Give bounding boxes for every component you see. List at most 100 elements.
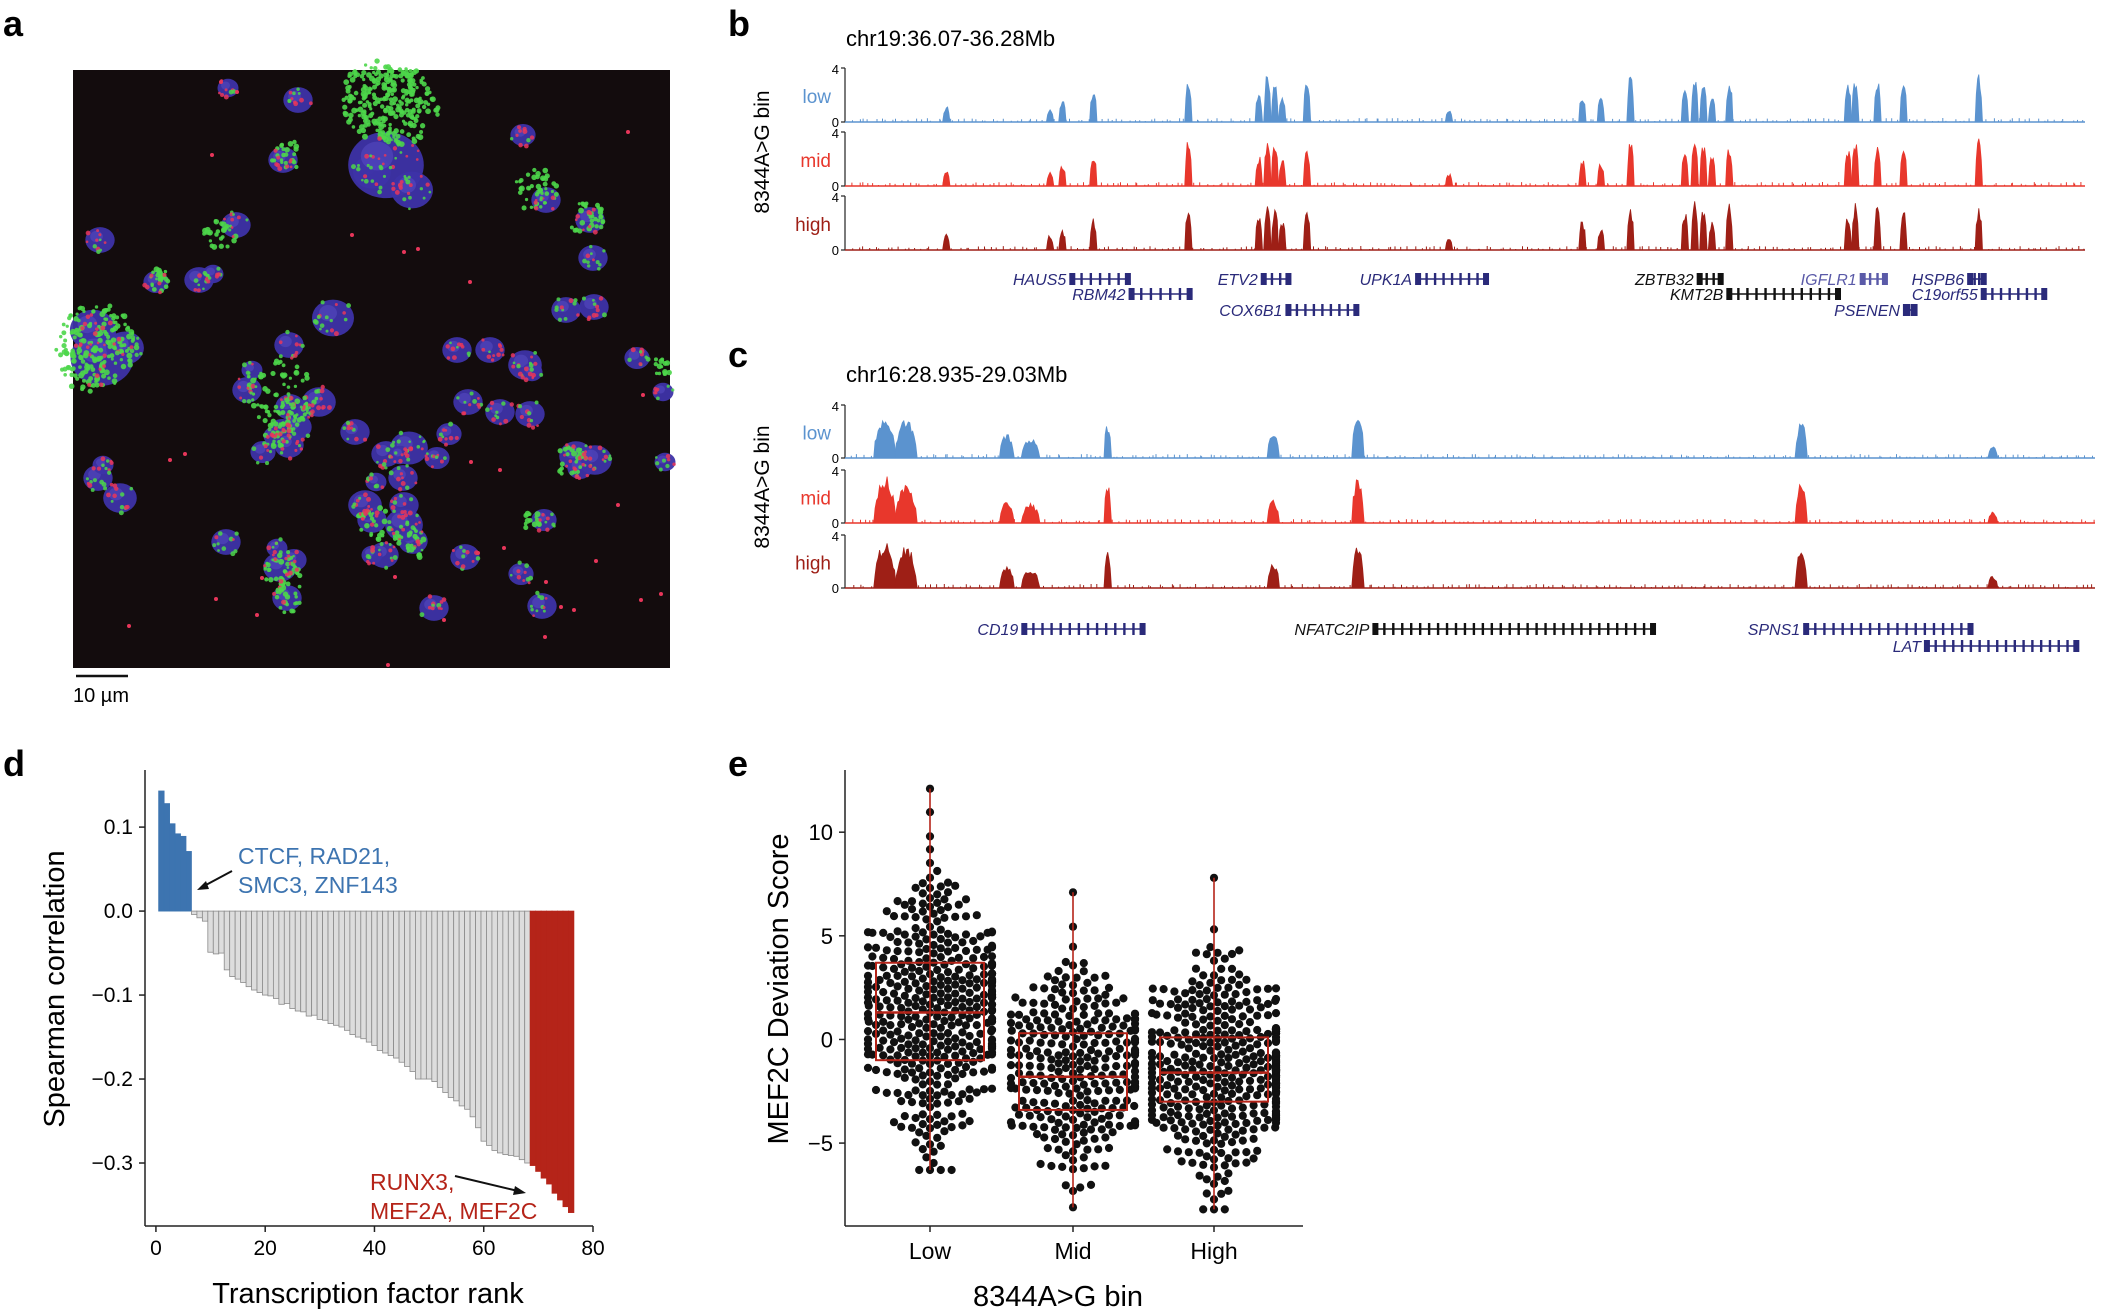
gene-exon bbox=[1077, 623, 1081, 635]
puncta-spot bbox=[223, 94, 229, 100]
data-point bbox=[911, 994, 920, 1003]
puncta-spot bbox=[275, 410, 279, 414]
puncta-spot bbox=[78, 342, 83, 347]
data-point bbox=[907, 897, 917, 906]
gene-exon bbox=[1773, 288, 1776, 300]
bar-rank-60 bbox=[480, 910, 487, 1142]
data-point bbox=[1072, 1140, 1081, 1149]
green-spot bbox=[349, 76, 356, 83]
green-spot bbox=[393, 73, 399, 79]
data-point bbox=[1227, 1104, 1237, 1113]
puncta-spot bbox=[280, 398, 283, 402]
green-spot bbox=[531, 174, 537, 181]
puncta-spot bbox=[401, 527, 406, 532]
puncta-spot bbox=[589, 252, 593, 256]
data-point bbox=[897, 1122, 906, 1131]
bar-rank-2 bbox=[163, 803, 170, 912]
green-spot bbox=[78, 365, 82, 369]
annotation-negative-line-2: MEF2A, MEF2C bbox=[370, 1198, 537, 1224]
puncta-spot bbox=[401, 476, 404, 480]
puncta-spot bbox=[89, 343, 93, 346]
bar-rank-56 bbox=[458, 910, 466, 1107]
bar-rank-25 bbox=[289, 910, 296, 1009]
puncta-spot bbox=[305, 407, 309, 412]
puncta-spot bbox=[414, 522, 418, 526]
green-spot bbox=[76, 318, 81, 323]
data-point bbox=[943, 938, 953, 947]
data-point bbox=[933, 1071, 942, 1080]
gene-exon bbox=[1108, 273, 1111, 285]
puncta-spot bbox=[278, 431, 283, 437]
puncta-spot bbox=[509, 573, 513, 577]
track-peak bbox=[1103, 426, 1112, 459]
gene-exon bbox=[1128, 288, 1135, 300]
bar-rank-14 bbox=[229, 910, 236, 977]
puncta-spot bbox=[370, 545, 376, 551]
puncta-spot bbox=[370, 179, 375, 183]
data-point bbox=[987, 969, 997, 978]
puncta-spot bbox=[96, 466, 102, 471]
green-spot bbox=[553, 191, 559, 197]
track-ymax-mid: 4 bbox=[832, 126, 839, 141]
puncta-spot bbox=[358, 496, 362, 500]
puncta-spot bbox=[499, 347, 504, 352]
gene-model: HAUS5 bbox=[1013, 272, 1131, 289]
data-point bbox=[1058, 988, 1067, 997]
green-spot bbox=[579, 220, 586, 226]
bar-rank-62 bbox=[491, 910, 498, 1151]
data-point bbox=[1083, 978, 1092, 988]
nucleus-highlight bbox=[279, 335, 292, 348]
data-point bbox=[929, 1147, 938, 1156]
green-spot bbox=[572, 227, 578, 233]
puncta-spot bbox=[274, 541, 279, 546]
green-spot bbox=[400, 78, 405, 83]
gene-exon bbox=[1499, 623, 1502, 635]
puncta-spot bbox=[112, 493, 117, 499]
data-point bbox=[1086, 1125, 1096, 1134]
green-spot bbox=[256, 415, 261, 420]
puncta-spot bbox=[418, 435, 422, 439]
green-spot bbox=[376, 120, 381, 125]
puncta-spot bbox=[291, 427, 296, 431]
data-point bbox=[1112, 1015, 1121, 1024]
data-point bbox=[1097, 1114, 1106, 1123]
data-point bbox=[1213, 948, 1222, 957]
green-spot bbox=[426, 102, 431, 107]
green-spot bbox=[589, 218, 595, 224]
data-point bbox=[936, 953, 945, 962]
puncta-spot bbox=[346, 426, 351, 431]
gene-label: COX6B1 bbox=[1219, 303, 1282, 320]
green-spot bbox=[106, 307, 111, 312]
puncta-spot bbox=[406, 457, 411, 462]
red-spot bbox=[416, 247, 420, 251]
data-point bbox=[900, 930, 909, 939]
green-spot bbox=[292, 139, 297, 145]
green-spot bbox=[353, 90, 359, 96]
data-point bbox=[1147, 1106, 1157, 1115]
data-point bbox=[900, 977, 909, 986]
data-point bbox=[1076, 1024, 1085, 1033]
puncta-spot bbox=[591, 207, 596, 212]
data-point bbox=[976, 1045, 985, 1054]
nucleus-highlight bbox=[226, 215, 239, 228]
gene-exon bbox=[1980, 288, 1987, 300]
gene-exon bbox=[1952, 640, 1955, 652]
data-point bbox=[929, 949, 938, 958]
green-spot bbox=[109, 314, 113, 318]
green-spot bbox=[347, 71, 353, 77]
data-point bbox=[1177, 1118, 1186, 1127]
puncta-spot bbox=[398, 430, 404, 436]
green-spot bbox=[381, 119, 386, 124]
data-point bbox=[987, 927, 997, 936]
data-point bbox=[947, 1013, 956, 1022]
puncta-spot bbox=[287, 98, 292, 103]
green-spot bbox=[360, 110, 367, 117]
gene-exon bbox=[1987, 640, 1990, 652]
data-point bbox=[897, 1012, 906, 1021]
green-spot bbox=[662, 361, 668, 367]
green-spot bbox=[273, 421, 279, 427]
data-point bbox=[1227, 1026, 1237, 1035]
data-point bbox=[1097, 1125, 1106, 1134]
puncta-spot bbox=[498, 422, 502, 426]
puncta-spot bbox=[294, 448, 298, 452]
